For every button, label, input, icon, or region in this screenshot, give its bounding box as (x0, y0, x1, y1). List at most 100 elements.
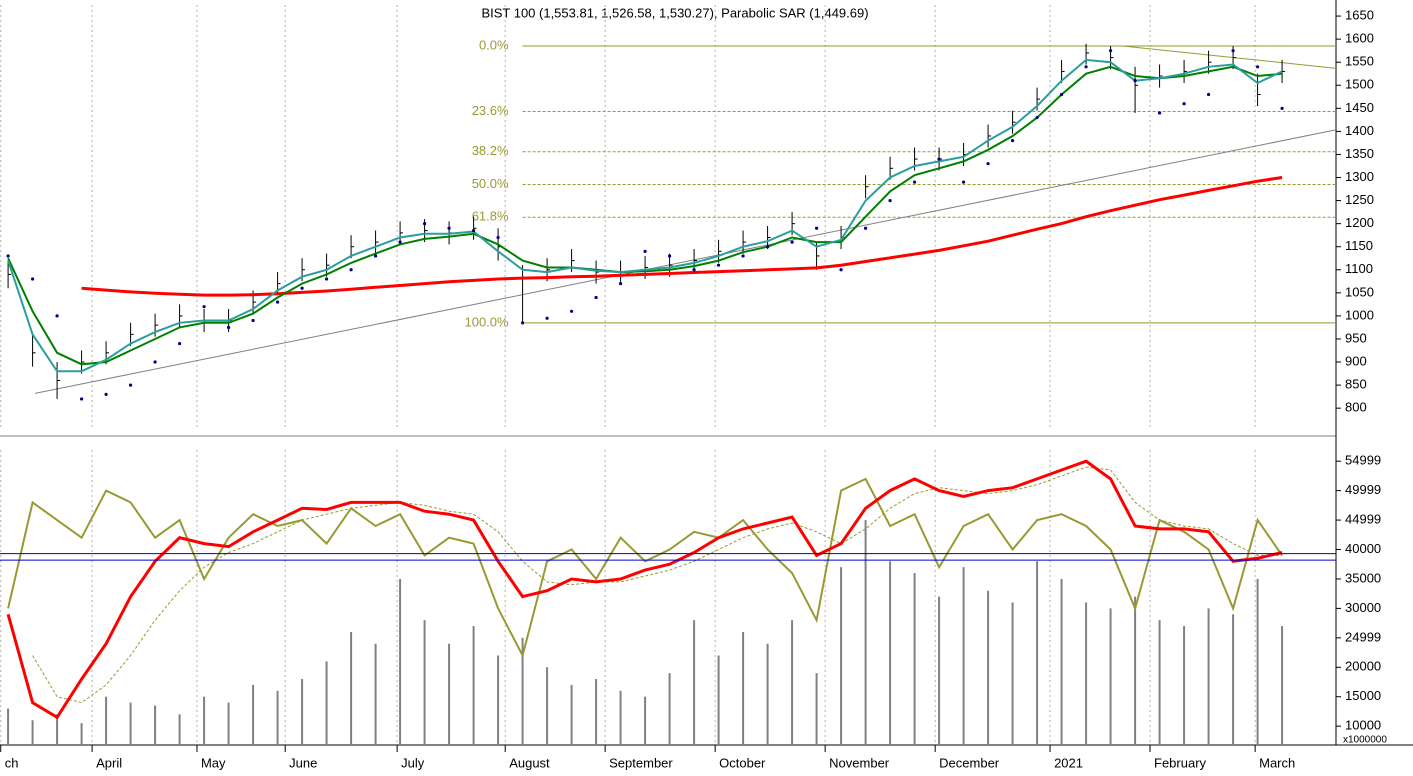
y-tick-label: 1050 (1345, 284, 1374, 299)
fib-label: 0.0% (479, 37, 509, 52)
chart-title: BIST 100 (1,553.81, 1,526.58, 1,530.27),… (481, 5, 868, 20)
y-tick-label: 1450 (1345, 100, 1374, 115)
y-tick-label: 10000 (1345, 718, 1381, 733)
line-series (7, 477, 1283, 659)
sar-dot (6, 254, 10, 258)
y-tick-label: 1350 (1345, 146, 1374, 161)
line-series (81, 176, 1283, 297)
sar-dot (79, 397, 84, 401)
y-tick-label: 15000 (1345, 688, 1381, 703)
x-tick-label: April (96, 755, 122, 770)
line-series (7, 58, 1283, 373)
volume-bar (350, 631, 353, 745)
volume-bar (742, 631, 745, 745)
sar-dot (888, 198, 892, 203)
volume-bar (154, 705, 157, 745)
sar-dot (814, 226, 819, 230)
volume-bar (1011, 602, 1014, 745)
sar-dot (545, 316, 549, 320)
volume-bar (1281, 626, 1284, 745)
sar-dot (839, 268, 843, 272)
sar-dot (55, 314, 59, 318)
x-tick-label: July (401, 755, 425, 770)
volume-bar (301, 679, 304, 745)
volume-bar (31, 720, 34, 745)
volume-bar (693, 620, 696, 745)
y-tick-label: 1100 (1345, 261, 1373, 276)
x-tick-label: September (609, 755, 673, 770)
sar-dot (569, 309, 574, 313)
volume-bar (1183, 626, 1186, 745)
fib-label: 50.0% (472, 176, 509, 191)
sar-dot (447, 226, 451, 230)
y-tick-label: 35000 (1345, 570, 1381, 585)
volume-bar (619, 690, 622, 745)
x-tick-label: December (939, 755, 1000, 770)
volume-bar (766, 643, 769, 745)
volume-bar (325, 661, 328, 745)
y-tick-label: 44999 (1345, 512, 1381, 527)
y-tick-label: 1500 (1345, 77, 1374, 92)
sar-dot (1108, 49, 1113, 53)
x-tick-label: November (829, 755, 890, 770)
x-tick-label: October (719, 755, 766, 770)
x-tick-label: 2021 (1054, 755, 1083, 770)
volume-bar (987, 590, 990, 745)
sar-dot (104, 392, 108, 396)
sar-dot (1035, 115, 1039, 120)
x-tick-label: May (201, 755, 226, 770)
volume-bar (1158, 620, 1161, 745)
volume-bar (717, 655, 720, 745)
volume-bar (815, 673, 818, 745)
fib-label: 38.2% (472, 143, 509, 158)
volume-bar (668, 673, 671, 745)
sar-dot (226, 325, 231, 330)
volume-bar (227, 702, 230, 745)
sar-dot (643, 249, 647, 253)
sar-dot (153, 360, 157, 364)
sar-dot (275, 300, 280, 304)
volume-bar (56, 714, 59, 745)
sar-dot (1231, 49, 1235, 53)
y-tick-label: 30000 (1345, 600, 1381, 615)
sar-dot (790, 240, 794, 244)
sar-dot (1255, 65, 1260, 69)
x-tick-label: March (1259, 755, 1295, 770)
sar-dot (422, 222, 427, 226)
volume-bar (1134, 596, 1137, 745)
unit-label: x1000000 (1343, 735, 1387, 746)
sar-dot (1182, 102, 1186, 106)
sar-dot (202, 305, 206, 309)
sar-dot (937, 157, 941, 161)
volume-bar (938, 596, 941, 745)
volume-bar (570, 684, 573, 745)
volume-bar (105, 696, 108, 745)
volume-bar (80, 723, 83, 745)
sar-dot (667, 254, 672, 258)
volume-bar (840, 567, 843, 745)
volume-bar (178, 714, 181, 745)
volume-bar (497, 655, 500, 745)
y-tick-label: 1600 (1345, 31, 1374, 46)
volume-bar (1207, 608, 1210, 745)
sar-dot (741, 254, 745, 258)
volume-bar (129, 702, 132, 745)
y-tick-label: 20000 (1345, 659, 1381, 674)
sar-dot (398, 240, 402, 244)
volume-bar (374, 643, 377, 745)
sar-dot (128, 383, 133, 387)
fib-label: 61.8% (472, 209, 509, 224)
y-tick-label: 24999 (1345, 629, 1381, 644)
sar-dot (1133, 79, 1137, 83)
volume-bar (7, 708, 10, 745)
fib-label: 23.6% (472, 103, 509, 118)
sar-dot (471, 228, 476, 233)
sar-dot (618, 282, 623, 286)
sar-dot (1157, 111, 1162, 115)
y-tick-label: 1150 (1345, 238, 1373, 253)
sar-dot (765, 245, 770, 249)
volume-bar (1256, 578, 1259, 745)
sar-dot (912, 180, 917, 184)
